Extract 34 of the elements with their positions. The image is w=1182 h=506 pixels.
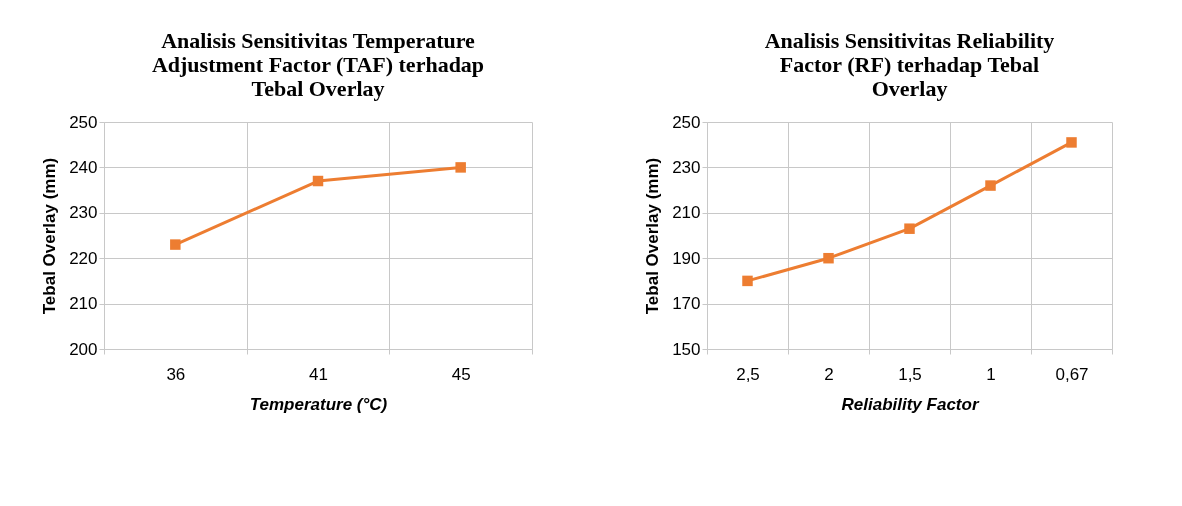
y-tick-label: 230 xyxy=(69,203,98,223)
chart-title: Analisis Sensitivitas Reliability Factor (RF) terhadap Tebal Overlay xyxy=(764,28,1055,101)
x-tick-label: 45 xyxy=(451,364,471,384)
y-tick-label: 250 xyxy=(672,112,701,132)
x-tick-label: 0,67 xyxy=(1055,364,1089,384)
point xyxy=(742,275,753,287)
y-tick-label: 250 xyxy=(69,112,98,132)
x-axis-title: Reliability Factor xyxy=(841,394,980,414)
y-axis-title: Tebal Overlay (mm) xyxy=(40,157,60,315)
point xyxy=(1066,137,1077,148)
x-tick-label: 1 xyxy=(986,364,996,384)
x-tick-label: 36 xyxy=(166,364,186,384)
y-axis-title: Tebal Overlay (mm) xyxy=(643,157,663,315)
y-tick-label: 230 xyxy=(672,157,701,177)
x-tick-label: 2 xyxy=(824,364,834,384)
x-tick-label: 1,5 xyxy=(898,364,922,384)
chart-title: Analisis Sensitivitas Temperature Adjustment Factor (TAF) terhadap Tebal Overlay xyxy=(151,28,485,101)
point xyxy=(312,175,324,187)
y-tick-label: 170 xyxy=(672,294,701,314)
y-tick-label: 240 xyxy=(69,157,98,177)
point xyxy=(985,180,996,191)
y-tick-label: 190 xyxy=(672,248,701,268)
point xyxy=(455,162,466,173)
point xyxy=(904,223,915,234)
y-tick-label: 210 xyxy=(69,294,98,314)
y-tick-label: 210 xyxy=(672,203,701,223)
point xyxy=(170,239,181,250)
x-axis-title: Temperature (°C) xyxy=(249,394,388,414)
y-tick-label: 220 xyxy=(69,248,98,268)
y-tick-label: 150 xyxy=(672,339,701,359)
y-tick-label: 200 xyxy=(69,339,98,359)
x-tick-label: 41 xyxy=(309,364,328,384)
x-tick-label: 2,5 xyxy=(736,364,760,384)
point xyxy=(823,252,834,264)
